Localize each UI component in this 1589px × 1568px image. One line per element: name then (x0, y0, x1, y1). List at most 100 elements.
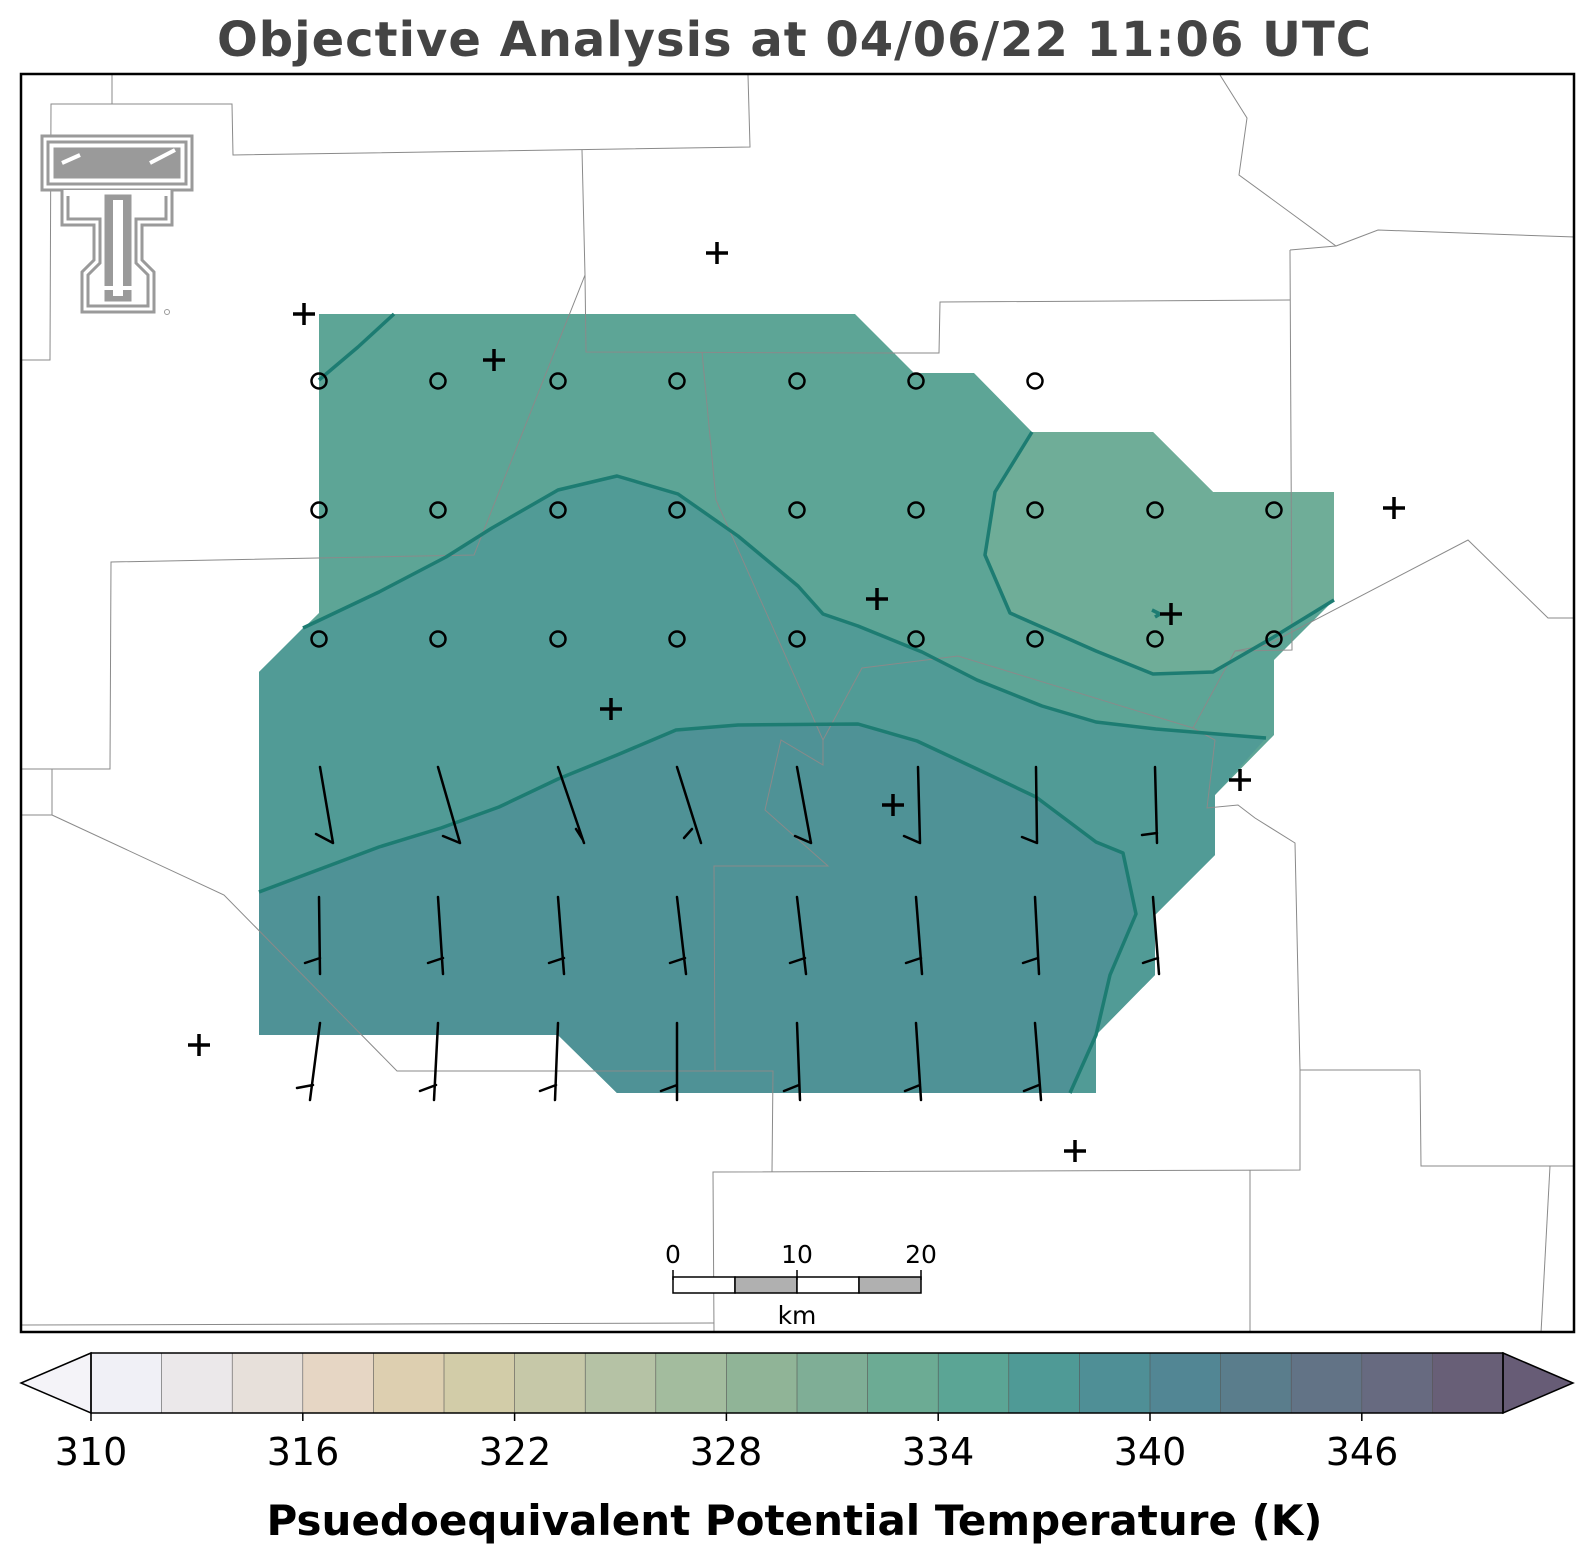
colorbar-box (585, 1353, 657, 1413)
wind-barb (902, 765, 922, 845)
scalebar-label-20: 20 (905, 1240, 937, 1269)
station-marker (188, 1034, 210, 1056)
station-marker (706, 242, 728, 264)
calm-circle (1265, 630, 1283, 648)
wind-barb (659, 1021, 679, 1102)
colorbar-tick-label: 322 (478, 1430, 552, 1474)
colorbar-box (938, 1353, 1010, 1413)
colorbar-box (302, 1353, 374, 1413)
wind-barb (1140, 765, 1159, 845)
calm-circle (310, 372, 328, 390)
colorbar-boxes (91, 1353, 1504, 1413)
contour-line (983, 431, 1335, 676)
calm-circle (1026, 372, 1044, 390)
calm-circle (788, 372, 806, 390)
colorbar-box (161, 1353, 233, 1413)
wind-barb (303, 895, 322, 976)
calm-circle (1026, 630, 1044, 648)
colorbar-box (232, 1353, 304, 1413)
wind-barb (782, 1021, 802, 1102)
colorbar-box (867, 1353, 939, 1413)
station-marker (882, 794, 904, 816)
station-marker (483, 349, 505, 371)
wind-barb (904, 895, 924, 976)
colorbar-box (797, 1353, 869, 1413)
wind-barb (1020, 765, 1039, 845)
colorbar-over-arrow (1502, 1351, 1575, 1415)
calm-circle (429, 372, 447, 390)
colorbar-box (373, 1353, 445, 1413)
wind-barbs (295, 765, 1161, 1102)
wind-barb (903, 1021, 923, 1102)
calm-circle (1146, 501, 1164, 519)
wind-barb (295, 1021, 322, 1102)
colorbar-box (655, 1353, 727, 1413)
wind-barb (538, 1021, 560, 1102)
colorbar-box (1008, 1353, 1080, 1413)
colorbar-box (1432, 1353, 1504, 1413)
colorbar-box (91, 1353, 163, 1413)
colorbar-label: Psuedoequivalent Potential Temperature (… (266, 1496, 1323, 1545)
calm-circle (549, 501, 567, 519)
station-marker (1383, 497, 1405, 519)
county-boundaries (21, 74, 1576, 1334)
station-marker (866, 588, 888, 610)
map-border (19, 72, 1576, 1334)
colorbar-ticks (90, 1413, 1363, 1421)
wind-barb (314, 765, 335, 845)
station-marker (1160, 603, 1182, 625)
colorbar-tick-label: 346 (1325, 1430, 1399, 1474)
colorbar-tick-label: 328 (689, 1430, 763, 1474)
colorbar-box (726, 1353, 798, 1413)
station-marker (1064, 1140, 1086, 1162)
station-marker (600, 698, 622, 720)
colorbar-box (444, 1353, 516, 1413)
calm-circle (668, 501, 686, 519)
calm-circle (788, 630, 806, 648)
calm-circle (907, 630, 925, 648)
scalebar-unit: km (777, 1301, 817, 1330)
colorbar-outline (90, 1352, 1504, 1414)
scale-bar (672, 1270, 922, 1294)
colorbar-box (1150, 1353, 1222, 1413)
wind-barb (547, 895, 566, 976)
colorbar-tick-label: 340 (1113, 1430, 1187, 1474)
station-marker (293, 303, 315, 325)
calm-circle (907, 501, 925, 519)
wind-barb (1022, 1021, 1043, 1102)
wind-barb (436, 765, 462, 845)
map-title: Objective Analysis at 04/06/22 11:06 UTC (217, 12, 1372, 68)
colorbar-box (1079, 1353, 1151, 1413)
colorbar-tick-label: 316 (266, 1430, 340, 1474)
colorbar-box (514, 1353, 586, 1413)
calm-circle (549, 372, 567, 390)
wind-barb (668, 895, 688, 976)
colorbar-tick-label: 334 (901, 1430, 975, 1474)
calm-circle (310, 630, 328, 648)
station-marker (1229, 769, 1251, 791)
calm-circle (429, 630, 447, 648)
wind-barb (1021, 895, 1041, 976)
field-band-330 (985, 432, 1334, 674)
colorbar-box (1220, 1353, 1292, 1413)
contour-line (317, 312, 396, 382)
wind-barb (418, 1021, 440, 1102)
wind-barb (1141, 895, 1161, 976)
calm-circle (907, 372, 925, 390)
wind-barb (675, 765, 703, 845)
calm-circle (668, 630, 686, 648)
wind-barb (788, 895, 808, 976)
texas-tech-logo (40, 134, 194, 315)
contour-line (258, 722, 1138, 1094)
calm-circle (1026, 501, 1044, 519)
contour-line (302, 474, 1267, 740)
calm-circle (788, 501, 806, 519)
wind-barb (793, 765, 813, 845)
colorbar-box (1291, 1353, 1363, 1413)
calm-circle (310, 501, 328, 519)
wind-barb (556, 765, 586, 845)
calm-circle (549, 630, 567, 648)
colorbar-tick-label: 310 (54, 1430, 128, 1474)
station-markers (188, 242, 1405, 1162)
